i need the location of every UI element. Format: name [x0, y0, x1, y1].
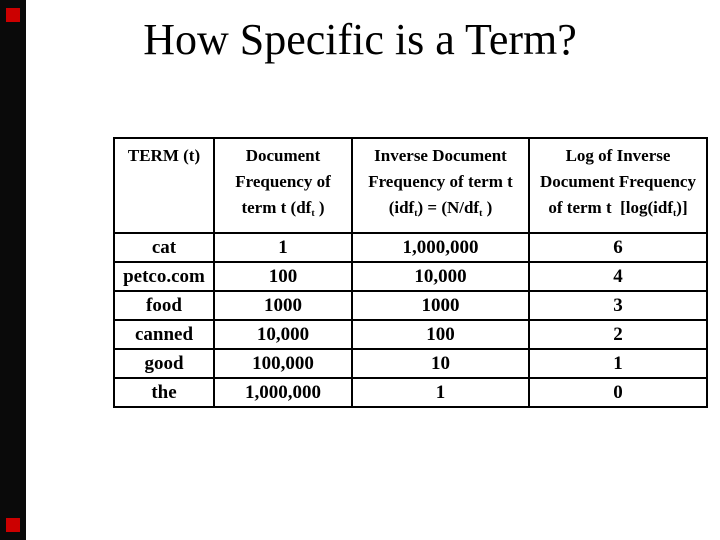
log-idf-cell: 0: [528, 377, 708, 408]
df-cell: 10,000: [213, 319, 353, 350]
column-header-document-frequency: Document Frequency of term t (dft ): [213, 137, 353, 234]
term-cell: the: [113, 377, 215, 408]
table-row: the 1,000,000 1 0: [113, 377, 708, 408]
term-specificity-table: TERM (t) Document Frequency of term t (dft…: [113, 137, 708, 408]
log-idf-cell: 4: [528, 261, 708, 292]
log-idf-cell: 1: [528, 348, 708, 379]
log-idf-cell: 3: [528, 290, 708, 321]
slide-title: How Specific is a Term?: [143, 15, 577, 64]
column-header-inverse-document-frequency: Inverse Document Frequency of term t (idft…: [351, 137, 530, 234]
term-cell: good: [113, 348, 215, 379]
table-row: food 1000 1000 3: [113, 290, 708, 321]
idf-cell: 10: [351, 348, 530, 379]
table-row: canned 10,000 100 2: [113, 319, 708, 350]
df-cell: 100: [213, 261, 353, 292]
column-header-log-inverse-document-frequency: Log of Inverse Document Frequency of term …: [528, 137, 708, 234]
idf-cell: 1,000,000: [351, 232, 530, 263]
left-decor-bar: [0, 0, 26, 540]
table-row: good 100,000 10 1: [113, 348, 708, 379]
term-cell: canned: [113, 319, 215, 350]
log-idf-cell: 2: [528, 319, 708, 350]
table-row: petco.com 100 10,000 4: [113, 261, 708, 292]
df-cell: 1: [213, 232, 353, 263]
red-accent-top-square: [6, 8, 20, 22]
term-cell: food: [113, 290, 215, 321]
log-idf-cell: 6: [528, 232, 708, 263]
idf-cell: 100: [351, 319, 530, 350]
column-header-term: TERM (t): [113, 137, 215, 234]
term-cell: cat: [113, 232, 215, 263]
red-accent-bottom-square: [6, 518, 20, 532]
table-row: cat 1 1,000,000 6: [113, 232, 708, 263]
idf-cell: 10,000: [351, 261, 530, 292]
table-header-row: TERM (t) Document Frequency of term t (dft…: [113, 137, 708, 234]
df-cell: 1000: [213, 290, 353, 321]
df-cell: 1,000,000: [213, 377, 353, 408]
term-cell: petco.com: [113, 261, 215, 292]
df-cell: 100,000: [213, 348, 353, 379]
idf-cell: 1000: [351, 290, 530, 321]
idf-cell: 1: [351, 377, 530, 408]
